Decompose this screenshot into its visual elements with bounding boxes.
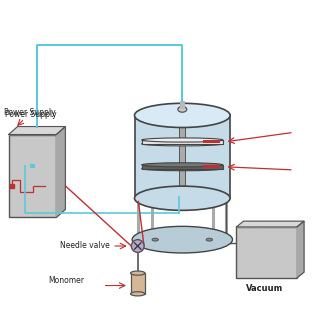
Text: Monomer: Monomer bbox=[49, 276, 84, 285]
Bar bbox=[9, 134, 56, 217]
Ellipse shape bbox=[142, 163, 223, 167]
Ellipse shape bbox=[152, 238, 158, 241]
Ellipse shape bbox=[132, 226, 233, 253]
Bar bbox=[30, 164, 35, 168]
Polygon shape bbox=[9, 126, 65, 134]
Bar bbox=[142, 165, 223, 169]
Ellipse shape bbox=[178, 107, 187, 112]
Ellipse shape bbox=[142, 142, 223, 146]
Bar bbox=[142, 140, 223, 144]
Text: Power Supply: Power Supply bbox=[4, 108, 55, 117]
Bar bbox=[134, 116, 230, 198]
Bar bbox=[203, 165, 220, 168]
Polygon shape bbox=[56, 126, 65, 217]
Text: Needle valve: Needle valve bbox=[60, 241, 109, 250]
Ellipse shape bbox=[206, 238, 212, 241]
Polygon shape bbox=[236, 221, 304, 227]
Bar bbox=[180, 101, 185, 109]
Bar bbox=[131, 273, 145, 294]
Bar bbox=[203, 140, 220, 143]
Ellipse shape bbox=[142, 138, 223, 142]
Ellipse shape bbox=[134, 103, 230, 127]
Circle shape bbox=[131, 240, 144, 252]
Text: Power Supply: Power Supply bbox=[5, 110, 57, 119]
Ellipse shape bbox=[134, 186, 230, 210]
Bar bbox=[180, 116, 185, 197]
Polygon shape bbox=[297, 221, 304, 278]
Ellipse shape bbox=[142, 167, 223, 171]
Ellipse shape bbox=[131, 292, 145, 296]
Text: Vacuum: Vacuum bbox=[246, 284, 283, 292]
Ellipse shape bbox=[131, 271, 145, 275]
Bar bbox=[236, 227, 297, 278]
